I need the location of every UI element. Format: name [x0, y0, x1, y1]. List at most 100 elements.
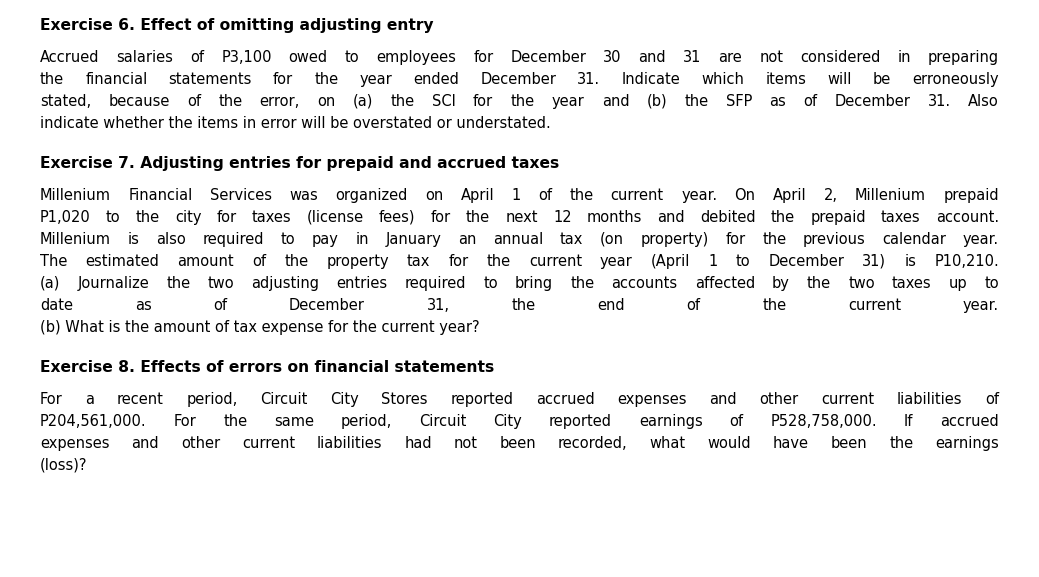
Text: on: on	[425, 188, 444, 203]
Text: current: current	[821, 392, 875, 407]
Text: of: of	[213, 298, 228, 313]
Text: be: be	[873, 72, 891, 87]
Text: 2,: 2,	[824, 188, 837, 203]
Text: two: two	[848, 276, 875, 291]
Text: tax: tax	[407, 254, 430, 269]
Text: If: If	[904, 414, 913, 429]
Text: by: by	[772, 276, 790, 291]
Text: (loss)?: (loss)?	[39, 458, 87, 473]
Text: Accrued: Accrued	[39, 50, 100, 65]
Text: taxes: taxes	[891, 276, 932, 291]
Text: period,: period,	[186, 392, 238, 407]
Text: would: would	[708, 436, 751, 451]
Text: the: the	[136, 210, 160, 225]
Text: fees): fees)	[379, 210, 416, 225]
Text: bring: bring	[515, 276, 553, 291]
Text: to: to	[483, 276, 498, 291]
Text: to: to	[281, 232, 295, 247]
Text: of: of	[252, 254, 266, 269]
Text: have: have	[773, 436, 809, 451]
Text: Exercise 8. Effects of errors on financial statements: Exercise 8. Effects of errors on financi…	[39, 360, 495, 375]
Text: next: next	[505, 210, 538, 225]
Text: P204,561,000.: P204,561,000.	[39, 414, 146, 429]
Text: year.: year.	[963, 298, 1000, 313]
Text: a: a	[85, 392, 95, 407]
Text: as: as	[135, 298, 152, 313]
Text: salaries: salaries	[116, 50, 174, 65]
Text: 1: 1	[709, 254, 718, 269]
Text: taxes: taxes	[252, 210, 292, 225]
Text: had: had	[404, 436, 432, 451]
Text: City: City	[494, 414, 523, 429]
Text: January: January	[385, 232, 442, 247]
Text: 1: 1	[511, 188, 521, 203]
Text: two: two	[208, 276, 234, 291]
Text: on: on	[317, 94, 336, 109]
Text: the: the	[486, 254, 511, 269]
Text: in: in	[355, 232, 369, 247]
Text: taxes: taxes	[881, 210, 921, 225]
Text: will: will	[827, 72, 852, 87]
Text: is: is	[128, 232, 139, 247]
Text: been: been	[500, 436, 536, 451]
Text: (b) What is the amount of tax expense for the current year?: (b) What is the amount of tax expense fo…	[39, 320, 480, 335]
Text: stated,: stated,	[39, 94, 91, 109]
Text: for: for	[273, 72, 293, 87]
Text: year.: year.	[963, 232, 1000, 247]
Text: are: are	[718, 50, 742, 65]
Text: the: the	[467, 210, 490, 225]
Text: Journalize: Journalize	[78, 276, 150, 291]
Text: reported: reported	[451, 392, 513, 407]
Text: 30: 30	[603, 50, 621, 65]
Text: earnings: earnings	[639, 414, 702, 429]
Text: Stores: Stores	[381, 392, 428, 407]
Text: (b): (b)	[646, 94, 667, 109]
Text: Services: Services	[210, 188, 272, 203]
Text: other: other	[181, 436, 220, 451]
Text: tax: tax	[560, 232, 583, 247]
Text: the: the	[569, 188, 593, 203]
Text: to: to	[106, 210, 121, 225]
Text: of: of	[803, 94, 818, 109]
Text: indicate whether the items in error will be overstated or understated.: indicate whether the items in error will…	[39, 116, 551, 131]
Text: current: current	[611, 188, 664, 203]
Text: ended: ended	[414, 72, 459, 87]
Text: expenses: expenses	[39, 436, 109, 451]
Text: period,: period,	[341, 414, 393, 429]
Text: of: of	[190, 50, 205, 65]
Text: For: For	[174, 414, 196, 429]
Text: the: the	[166, 276, 190, 291]
Text: same: same	[274, 414, 314, 429]
Text: of: of	[187, 94, 201, 109]
Text: and: and	[602, 94, 630, 109]
Text: of: of	[538, 188, 552, 203]
Text: accrued: accrued	[940, 414, 1000, 429]
Text: what: what	[649, 436, 686, 451]
Text: the: the	[218, 94, 242, 109]
Text: SCI: SCI	[432, 94, 455, 109]
Text: the: the	[570, 276, 594, 291]
Text: On: On	[735, 188, 755, 203]
Text: (April: (April	[650, 254, 690, 269]
Text: year: year	[359, 72, 393, 87]
Text: P528,758,000.: P528,758,000.	[771, 414, 877, 429]
Text: up: up	[949, 276, 967, 291]
Text: the: the	[807, 276, 831, 291]
Text: annual: annual	[494, 232, 543, 247]
Text: for: for	[473, 50, 494, 65]
Text: liabilities: liabilities	[317, 436, 382, 451]
Text: employees: employees	[376, 50, 456, 65]
Text: end: end	[597, 298, 624, 313]
Text: the: the	[511, 298, 535, 313]
Text: year.: year.	[682, 188, 717, 203]
Text: the: the	[889, 436, 913, 451]
Text: accrued: accrued	[536, 392, 594, 407]
Text: prepaid: prepaid	[943, 188, 1000, 203]
Text: required: required	[203, 232, 264, 247]
Text: April: April	[460, 188, 495, 203]
Text: Exercise 6. Effect of omitting adjusting entry: Exercise 6. Effect of omitting adjusting…	[39, 18, 433, 33]
Text: the: the	[284, 254, 309, 269]
Text: because: because	[108, 94, 169, 109]
Text: of: of	[729, 414, 744, 429]
Text: Millenium: Millenium	[39, 232, 111, 247]
